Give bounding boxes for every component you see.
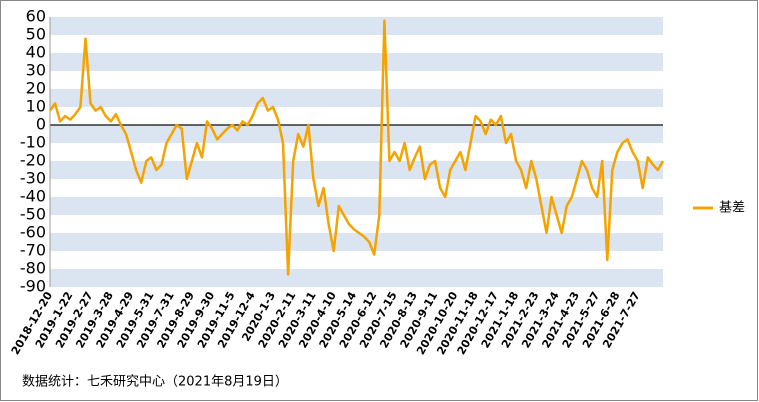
- y-tick-label: -60: [20, 223, 46, 242]
- y-tick-label: 30: [26, 61, 46, 80]
- y-tick-label: 10: [26, 97, 46, 116]
- y-tick-label: -90: [20, 277, 46, 296]
- y-tick-label: 20: [26, 79, 46, 98]
- y-tick-label: -30: [20, 169, 46, 188]
- y-tick-label: -20: [20, 151, 46, 170]
- y-tick-label: -10: [20, 133, 46, 152]
- legend-label: 基差: [719, 201, 745, 216]
- grid-band: [50, 197, 663, 215]
- grid-band: [50, 17, 663, 35]
- y-tick-label: 0: [36, 115, 46, 134]
- source-note: 数据统计：七禾研究中心（2021年8月19日）: [22, 375, 288, 390]
- grid-band: [50, 233, 663, 251]
- grid-band: [50, 269, 663, 287]
- y-tick-label: 60: [26, 7, 46, 26]
- y-tick-label: -40: [20, 187, 46, 206]
- y-tick-label: 50: [26, 25, 46, 44]
- data-line: [48, 19, 665, 276]
- grid-band: [50, 53, 663, 71]
- y-tick-label: -70: [20, 241, 46, 260]
- grid-band: [50, 89, 663, 107]
- y-tick-label: -50: [20, 205, 46, 224]
- grid-band: [50, 125, 663, 143]
- grid-band: [50, 161, 663, 179]
- y-tick-label: 40: [26, 43, 46, 62]
- y-tick-label: -80: [20, 259, 46, 278]
